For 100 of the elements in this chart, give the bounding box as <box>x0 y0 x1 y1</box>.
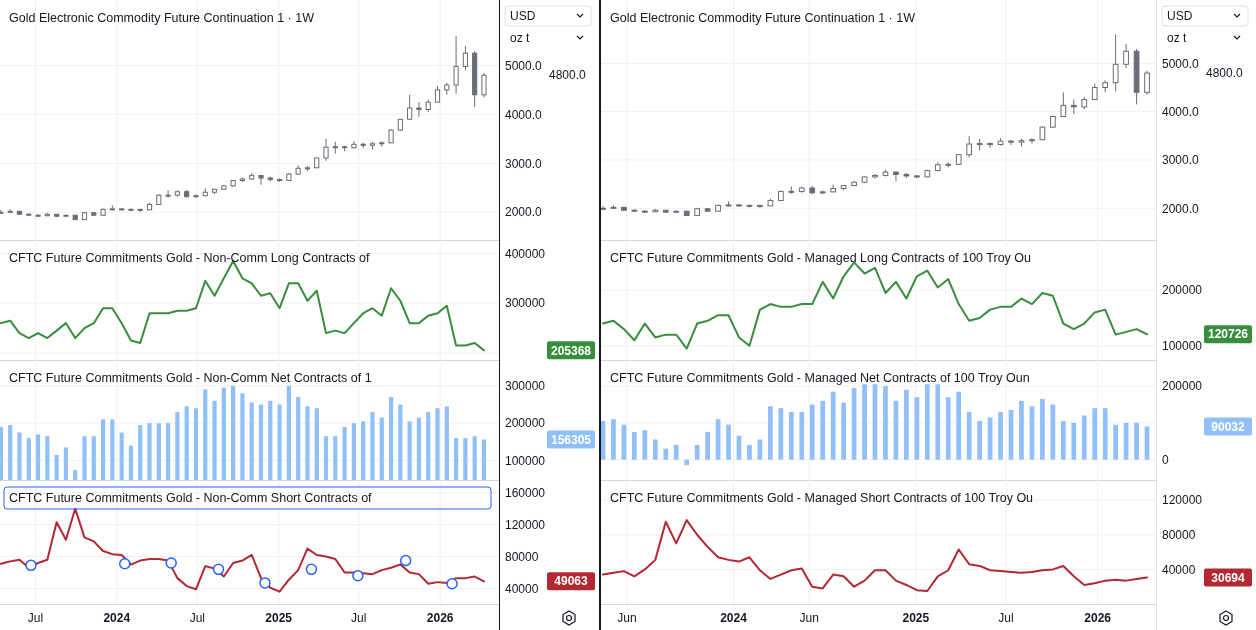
candlestick <box>165 189 171 199</box>
candlestick <box>1112 33 1119 92</box>
x-tick-label: Jul <box>27 611 44 625</box>
bar <box>1071 422 1077 460</box>
text: 156305 <box>550 432 592 447</box>
text: USD <box>1167 9 1193 23</box>
point <box>259 577 271 589</box>
text: CFTC Future Commitments Gold - Non-Comm Long Contracts of <box>9 251 371 265</box>
y-tick-label: 3000.0 <box>505 156 543 171</box>
y-tick-label: 2000.0 <box>505 205 543 220</box>
text: 4800.0 <box>1206 66 1244 81</box>
line-series <box>0 507 485 593</box>
y-tick-label: 5000.0 <box>1162 56 1200 71</box>
candlestick <box>601 205 606 211</box>
bar <box>935 384 941 460</box>
candlestick <box>258 174 264 186</box>
point <box>212 563 225 576</box>
bar <box>862 384 867 460</box>
text: USD <box>510 9 536 23</box>
candlestick <box>416 101 422 118</box>
x-tick-label: Jul <box>351 611 367 625</box>
x-tick-label: Jul <box>998 611 1014 625</box>
bar <box>747 444 752 460</box>
y-tick-label: 80000 <box>1162 527 1196 542</box>
point <box>165 557 177 569</box>
point <box>119 558 131 570</box>
x-tick-label: Jun <box>617 611 637 625</box>
bar <box>820 400 826 460</box>
bar <box>652 439 658 460</box>
candlestick <box>407 94 413 120</box>
point <box>352 569 364 582</box>
bar <box>632 432 637 460</box>
bar <box>1092 408 1098 460</box>
candlestick <box>987 142 993 149</box>
bar <box>945 397 951 460</box>
candlestick <box>1060 91 1067 117</box>
candlestick <box>893 171 899 182</box>
bar <box>956 391 962 460</box>
bar <box>601 421 606 460</box>
y-tick-label: 5000.0 <box>505 58 543 73</box>
bar <box>1113 424 1118 460</box>
text: 30694 <box>1211 570 1246 585</box>
bar <box>705 432 710 460</box>
y-tick-label: 160000 <box>505 485 546 500</box>
line-series <box>601 519 1149 593</box>
candlestick <box>462 45 468 71</box>
y-tick-label: 120000 <box>1162 493 1203 508</box>
bar <box>1102 408 1108 460</box>
text: Gold Electronic Commodity Future Continuation 1 · 1W <box>610 11 916 25</box>
x-tick-label: 2024 <box>720 611 748 625</box>
bar <box>663 448 669 460</box>
text: oz t <box>510 31 531 45</box>
bar <box>904 389 909 460</box>
bar <box>977 421 982 460</box>
y-tick-label: 200000 <box>1162 283 1203 298</box>
x-tick-label: Jul <box>189 611 205 625</box>
y-tick-label: 40000 <box>1162 562 1196 577</box>
x-tick-label: 2025 <box>265 611 293 625</box>
candlestick <box>193 193 199 199</box>
text: 90032 <box>1211 419 1246 434</box>
bar <box>799 411 805 460</box>
bar <box>841 402 846 460</box>
text: Gold Electronic Commodity Future Continuation 1 · 1W <box>9 11 315 25</box>
candlestick <box>1029 137 1035 145</box>
y-tick-label: 80000 <box>505 549 539 564</box>
candlestick <box>481 72 487 98</box>
bar <box>966 411 972 460</box>
y-tick-label: 200000 <box>1162 379 1203 394</box>
y-tick-label: 2000.0 <box>1162 201 1200 216</box>
bar <box>883 386 888 460</box>
candlestick <box>966 135 973 159</box>
bar <box>1060 421 1066 460</box>
bar <box>768 406 773 460</box>
bar <box>1134 422 1139 460</box>
bar <box>1019 400 1024 460</box>
bar <box>694 444 700 460</box>
bar <box>1040 398 1045 460</box>
text: CFTC Future Commitments Gold - Non-Comm Short Contracts of <box>9 491 373 505</box>
x-tick-label: Jun <box>799 611 819 625</box>
y-tick-label: 4000.0 <box>1162 104 1200 119</box>
text: 4800.0 <box>549 68 587 83</box>
y-tick-label: 40000 <box>505 581 539 596</box>
point <box>25 559 37 572</box>
candlestick <box>1144 70 1150 96</box>
text: CFTC Future Commitments Gold - Managed Net Contracts of 100 Troy Oun <box>610 371 1030 385</box>
point <box>399 554 412 567</box>
x-tick-label: 2025 <box>902 611 930 625</box>
bar <box>998 411 1003 460</box>
y-tick-label: 0 <box>1162 452 1169 467</box>
candlestick <box>351 140 357 150</box>
y-tick-label: 300000 <box>505 378 546 393</box>
bar <box>924 384 930 460</box>
x-tick-label: 2026 <box>426 611 454 625</box>
y-tick-label: 100000 <box>1162 338 1203 353</box>
bar <box>788 411 794 460</box>
bar <box>778 408 784 460</box>
candlestick <box>1123 43 1129 69</box>
bar <box>830 391 836 460</box>
text: 49063 <box>554 574 589 589</box>
text: CFTC Future Commitments Gold - Managed Short Contracts of 100 Troy Ou <box>610 491 1034 505</box>
